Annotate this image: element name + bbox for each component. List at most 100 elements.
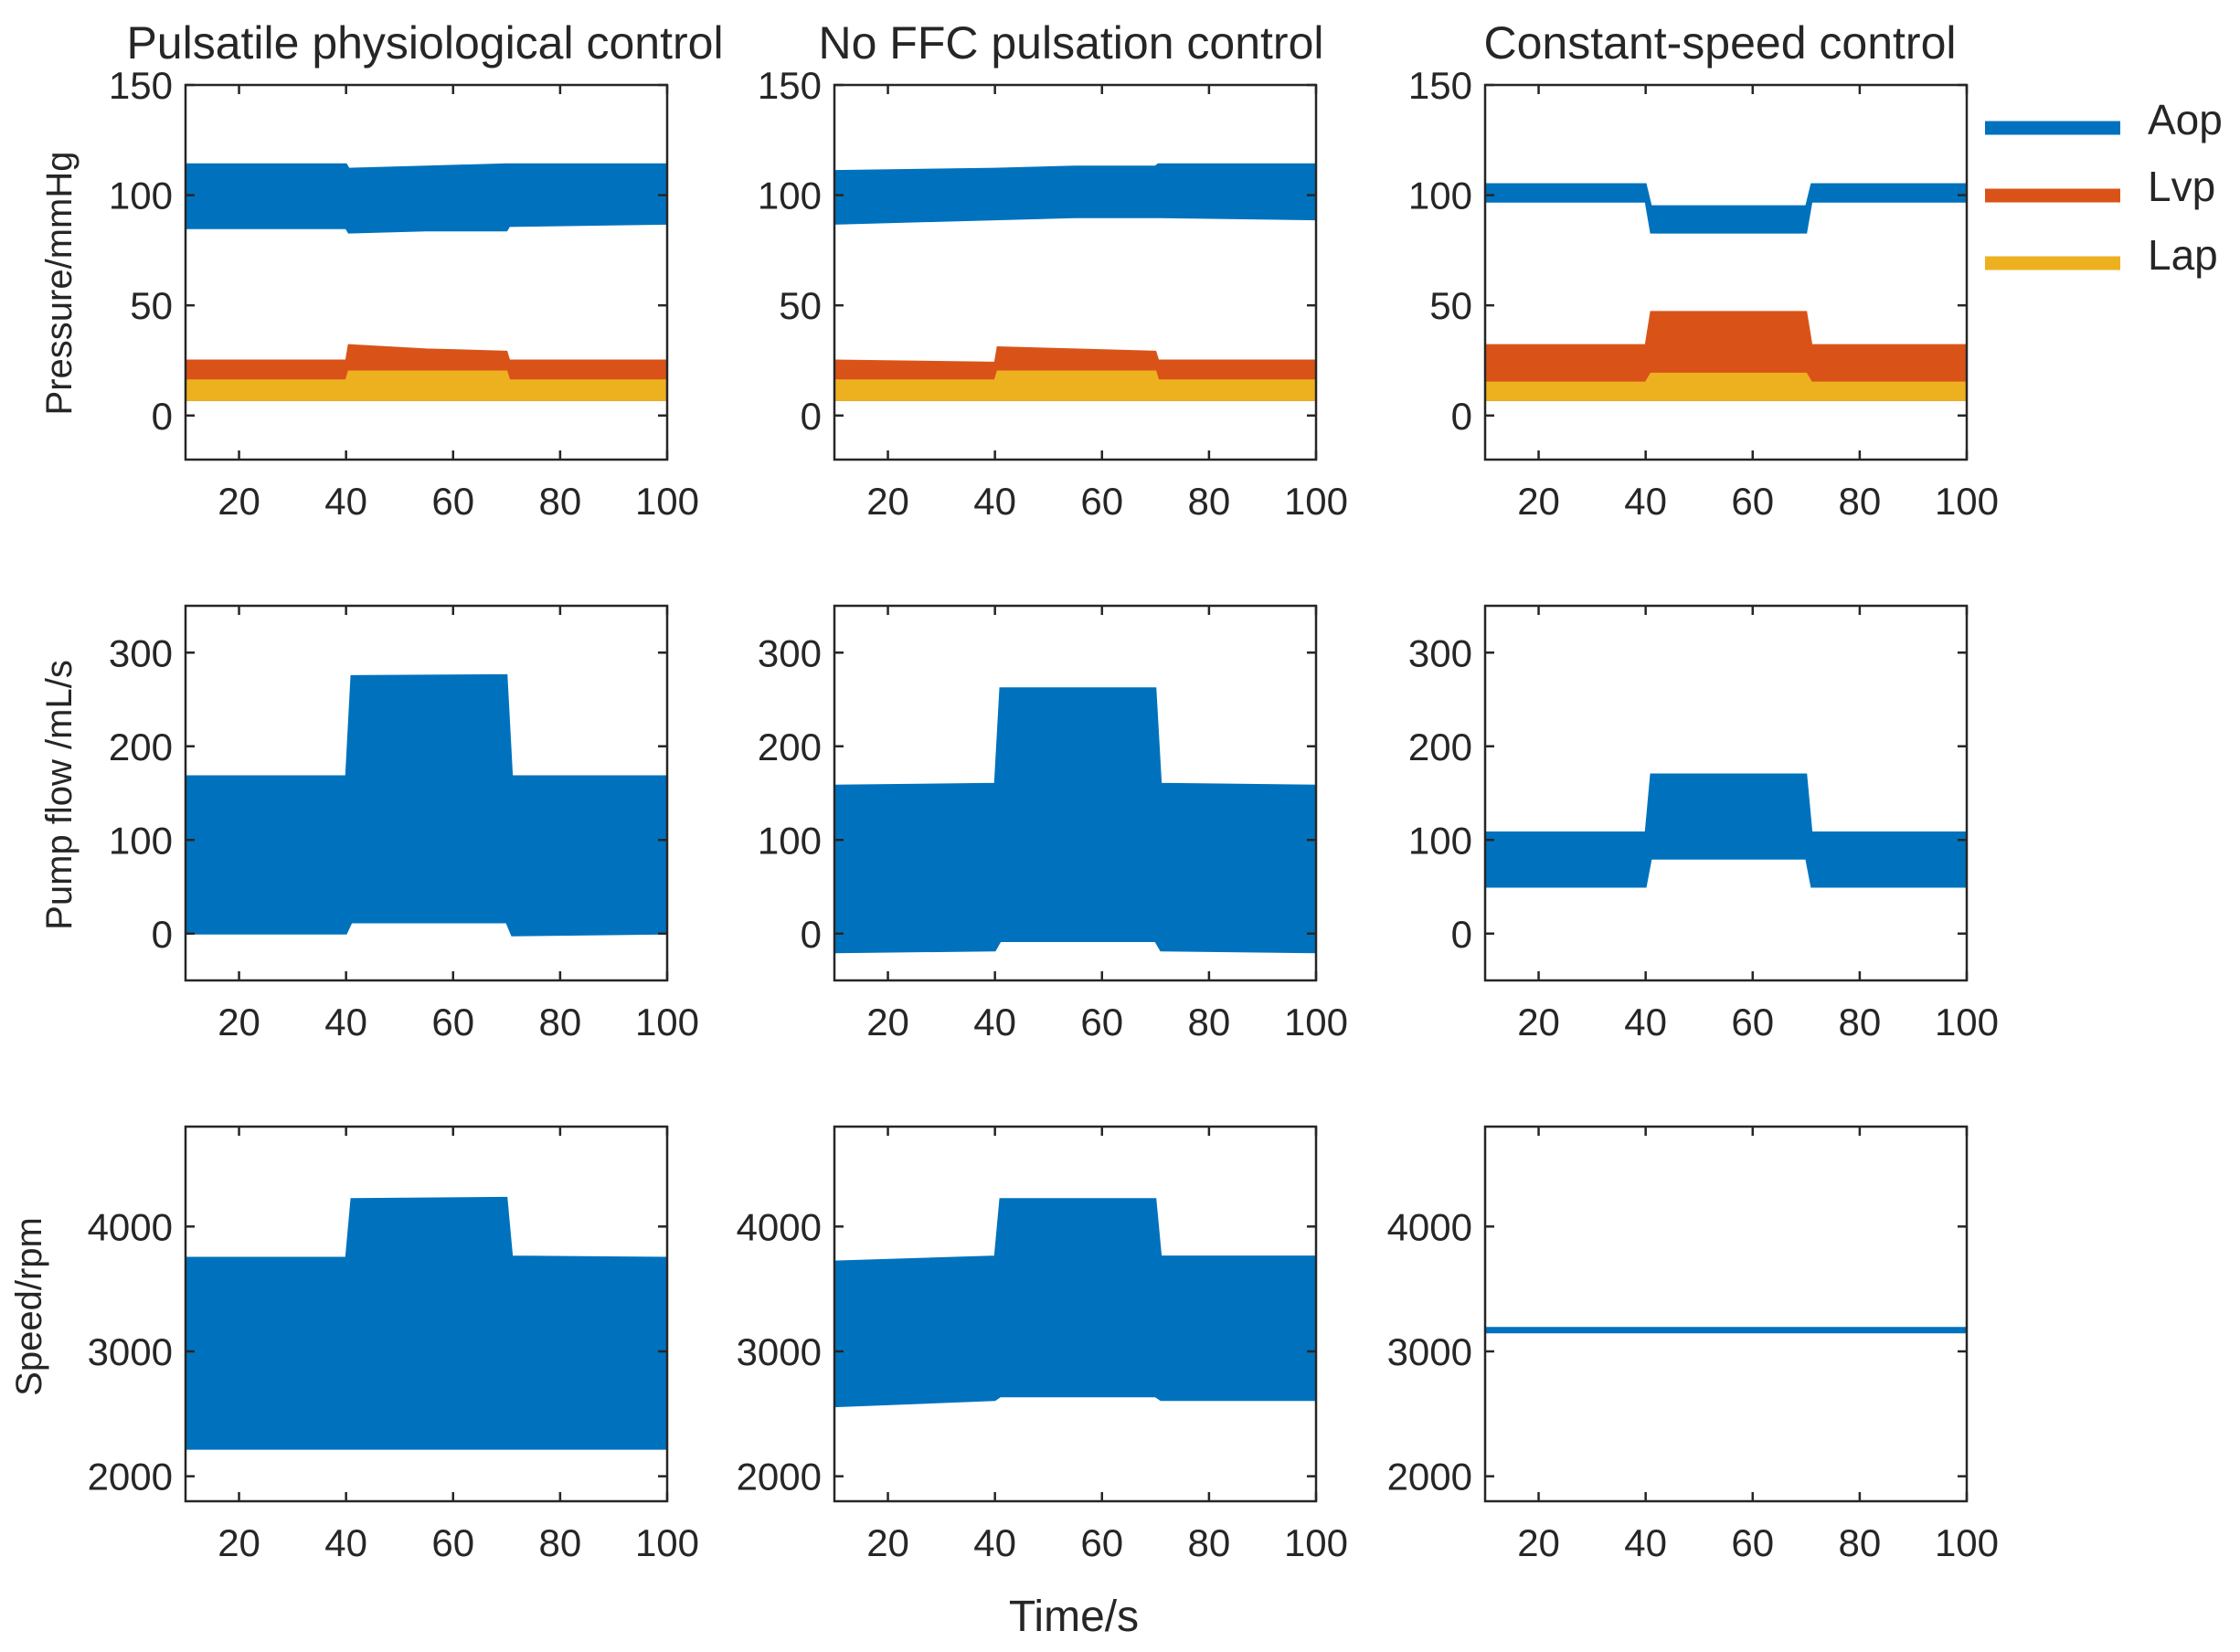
y-tick-label: 300 [109, 631, 173, 674]
y-tick-label: 4000 [88, 1205, 173, 1248]
y-tick-label: 0 [801, 913, 822, 956]
x-tick-label: 80 [539, 480, 582, 523]
panel-speed-constant: 20 40 60 80 100 2000 3000 4000 [1387, 1125, 1999, 1564]
y-tick-label: 0 [1451, 395, 1472, 438]
x-tick-label: 20 [1517, 1521, 1560, 1564]
series-speed-band [834, 1198, 1316, 1408]
panel-pressure-noffc: 20 40 60 80 100 0 50 100 150 [758, 64, 1348, 523]
y-tick-label: 4000 [737, 1205, 822, 1248]
axes-box [184, 1125, 669, 1503]
y-tick-label: 50 [1429, 284, 1472, 327]
y-tick-label: 150 [1408, 64, 1472, 107]
plot-area [834, 687, 1316, 954]
series-lap-band [186, 370, 667, 401]
axes-box [1483, 83, 1969, 461]
series-aop-band [1485, 183, 1967, 234]
x-tick-label: 60 [431, 480, 474, 523]
y-tick-label: 0 [1451, 913, 1472, 956]
series-lap-band [834, 370, 1316, 401]
x-tick-label: 80 [1839, 480, 1882, 523]
y-tick-label: 100 [1408, 175, 1472, 217]
series-pump-flow-band [834, 687, 1316, 954]
x-tick-label: 20 [218, 1521, 260, 1564]
x-tick-label: 100 [1935, 480, 1999, 523]
legend-label-lap: Lap [2148, 231, 2218, 279]
plot-area [186, 1196, 667, 1450]
plot-area [186, 163, 667, 401]
x-tick-label: 80 [1188, 1001, 1231, 1043]
x-tick-label: 100 [1935, 1521, 1999, 1564]
axes-box [1483, 1125, 1969, 1503]
column-title-pulsatile: Pulsatile physiological control [126, 17, 723, 69]
x-tick-label: 100 [635, 480, 699, 523]
x-tick-label: 60 [431, 1521, 474, 1564]
plot-area [186, 673, 667, 937]
y-tick-label: 0 [801, 395, 822, 438]
x-tick-label: 80 [1839, 1521, 1882, 1564]
panel-speed-noffc: 20 40 60 80 100 2000 3000 4000 [737, 1125, 1348, 1564]
panel-pressure-constant: 20 40 60 80 100 0 50 100 150 [1408, 64, 1999, 523]
axes-box [184, 604, 669, 982]
x-tick-label: 40 [1624, 1001, 1667, 1043]
axes-box [1483, 604, 1969, 982]
x-tick-label: 80 [539, 1521, 582, 1564]
y-tick-label: 2000 [1387, 1456, 1472, 1498]
ylabel-flow: Pump flow /mL/s [39, 660, 80, 930]
series-pump-flow-band [1485, 773, 1967, 888]
y-tick-label: 3000 [88, 1330, 173, 1373]
panel-flow-noffc: 20 40 60 80 100 0 100 200 300 [758, 604, 1348, 1043]
x-tick-label: 40 [324, 1521, 367, 1564]
y-tick-label: 150 [758, 64, 822, 107]
axes-box [184, 83, 669, 461]
y-tick-label: 0 [152, 395, 173, 438]
legend: Aop Lvp Lap [1985, 96, 2223, 279]
x-tick-label: 60 [431, 1001, 474, 1043]
y-tick-label: 100 [1408, 819, 1472, 862]
y-tick-label: 4000 [1387, 1205, 1472, 1248]
x-tick-label: 60 [1731, 480, 1774, 523]
x-tick-label: 60 [1731, 1001, 1774, 1043]
x-tick-label: 20 [866, 1521, 909, 1564]
x-tick-label: 100 [635, 1001, 699, 1043]
panel-flow-pulsatile: 20 40 60 80 100 0 100 200 300 [109, 604, 699, 1043]
y-tick-label: 200 [109, 725, 173, 768]
series-pump-flow-band [186, 673, 667, 937]
y-tick-label: 100 [109, 175, 173, 217]
y-tick-label: 100 [758, 819, 822, 862]
y-tick-label: 2000 [737, 1456, 822, 1498]
y-tick-label: 50 [779, 284, 822, 327]
plot-area [834, 1198, 1316, 1408]
y-tick-label: 300 [758, 631, 822, 674]
y-tick-label: 300 [1408, 631, 1472, 674]
x-tick-label: 100 [1284, 480, 1348, 523]
legend-label-lvp: Lvp [2148, 163, 2215, 210]
x-tick-label: 40 [973, 1521, 1016, 1564]
x-tick-label: 40 [1624, 1521, 1667, 1564]
axes-box [833, 1125, 1318, 1503]
y-tick-label: 150 [109, 64, 173, 107]
x-tick-label: 20 [218, 1001, 260, 1043]
x-tick-label: 40 [324, 480, 367, 523]
x-tick-label: 60 [1080, 480, 1123, 523]
axes-box [833, 83, 1318, 461]
x-tick-label: 20 [1517, 1001, 1560, 1043]
x-tick-label: 20 [866, 480, 909, 523]
xlabel-time: Time/s [1009, 1593, 1139, 1641]
x-tick-label: 100 [1284, 1001, 1348, 1043]
series-speed-band [186, 1196, 667, 1450]
column-title-noffc: No FFC pulsation control [818, 17, 1323, 69]
y-tick-label: 100 [758, 175, 822, 217]
plot-area [834, 163, 1316, 401]
x-tick-label: 40 [324, 1001, 367, 1043]
x-tick-label: 80 [539, 1001, 582, 1043]
plot-area [1485, 183, 1967, 401]
x-tick-label: 60 [1080, 1521, 1123, 1564]
x-tick-label: 100 [635, 1521, 699, 1564]
x-tick-label: 80 [1188, 1521, 1231, 1564]
series-aop-band [834, 163, 1316, 225]
ylabel-pressure: Pressure/mmHg [39, 152, 80, 416]
series-lap-band [1485, 372, 1967, 401]
x-tick-label: 60 [1080, 1001, 1123, 1043]
x-tick-label: 40 [973, 480, 1016, 523]
